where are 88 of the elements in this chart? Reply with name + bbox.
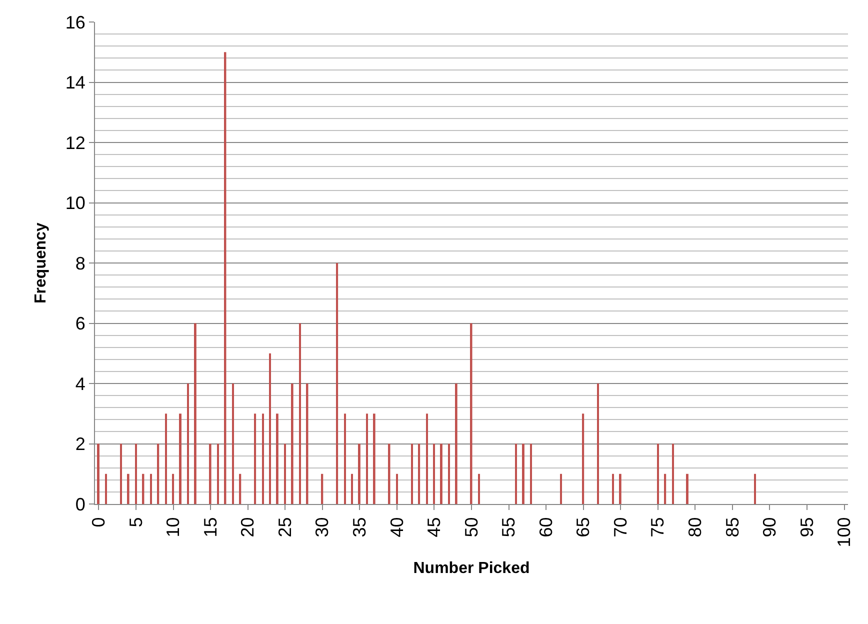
bar [686,474,688,504]
bar [373,414,376,504]
bar [672,444,674,504]
x-tick-label: 95 [796,517,817,538]
bar [470,323,472,504]
bar [269,353,271,504]
bar [105,474,107,504]
bar [254,414,256,504]
bar [321,474,324,504]
bar [440,444,442,504]
x-tick-label: 35 [350,517,370,538]
x-tick-label: 20 [238,517,258,538]
bar [426,414,428,504]
bar [179,414,182,504]
x-tick-label: 60 [536,517,556,538]
x-tick-label: 90 [760,517,780,538]
bar [366,414,368,504]
x-tick-label: 0 [88,517,109,528]
bar [209,444,212,504]
bar [97,444,100,504]
y-tick-label: 2 [75,434,86,454]
x-tick-label: 70 [610,517,630,538]
y-axis-title: Frequency [32,222,50,304]
bar [157,444,160,504]
bar [291,384,294,504]
bar [135,444,137,504]
bar [418,444,420,504]
x-tick-label: 50 [461,517,482,538]
x-tick-label: 5 [126,517,146,528]
x-tick-label: 65 [573,517,594,538]
bar [239,474,242,504]
x-tick-label: 85 [722,517,742,538]
bar [530,444,532,504]
bar [172,474,174,504]
bar [582,414,584,504]
bar [515,444,517,504]
y-tick-label: 6 [75,314,86,334]
bar [224,52,226,504]
bar [336,263,338,504]
bar [358,444,360,504]
bar [187,384,189,504]
bar [619,474,622,504]
bar [344,414,346,504]
y-tick-label: 4 [75,374,86,394]
y-tick-label: 0 [75,494,86,514]
bar [664,474,666,504]
bar [165,414,167,504]
bar [478,474,480,504]
bar [232,384,234,504]
bar [284,444,286,504]
x-tick-label: 80 [685,517,706,538]
bar [455,384,458,504]
bar [612,474,614,504]
x-tick-label: 30 [312,517,332,538]
bar [411,444,413,504]
bar [217,444,219,504]
bar [396,474,398,504]
bar [351,474,353,504]
bar [150,474,152,504]
bar [306,384,308,504]
y-tick-label: 8 [75,253,86,274]
bar [560,474,562,504]
bar [262,414,264,504]
x-tick-label: 25 [274,517,295,538]
bar [448,444,450,504]
bar [657,444,659,504]
x-tick-label: 10 [163,517,184,538]
x-tick-label: 55 [498,517,519,538]
y-tick-label: 16 [65,12,86,32]
bar [299,323,301,504]
x-tick-label: 40 [386,517,407,538]
x-tick-label: 100 [834,517,854,548]
x-axis-title: Number Picked [413,560,530,577]
bar [276,414,278,504]
bar [142,474,144,504]
y-tick-label: 10 [65,193,86,214]
bar [120,444,122,504]
bar [433,444,435,504]
x-tick-label: 75 [648,517,668,538]
x-tick-label: 15 [200,517,220,538]
bar [127,474,130,504]
bar [194,323,196,504]
bar [597,384,599,504]
y-tick-label: 14 [65,72,86,93]
bar [754,474,756,504]
y-tick-label: 12 [65,132,86,153]
x-tick-label: 45 [424,517,444,538]
bar [522,444,524,504]
